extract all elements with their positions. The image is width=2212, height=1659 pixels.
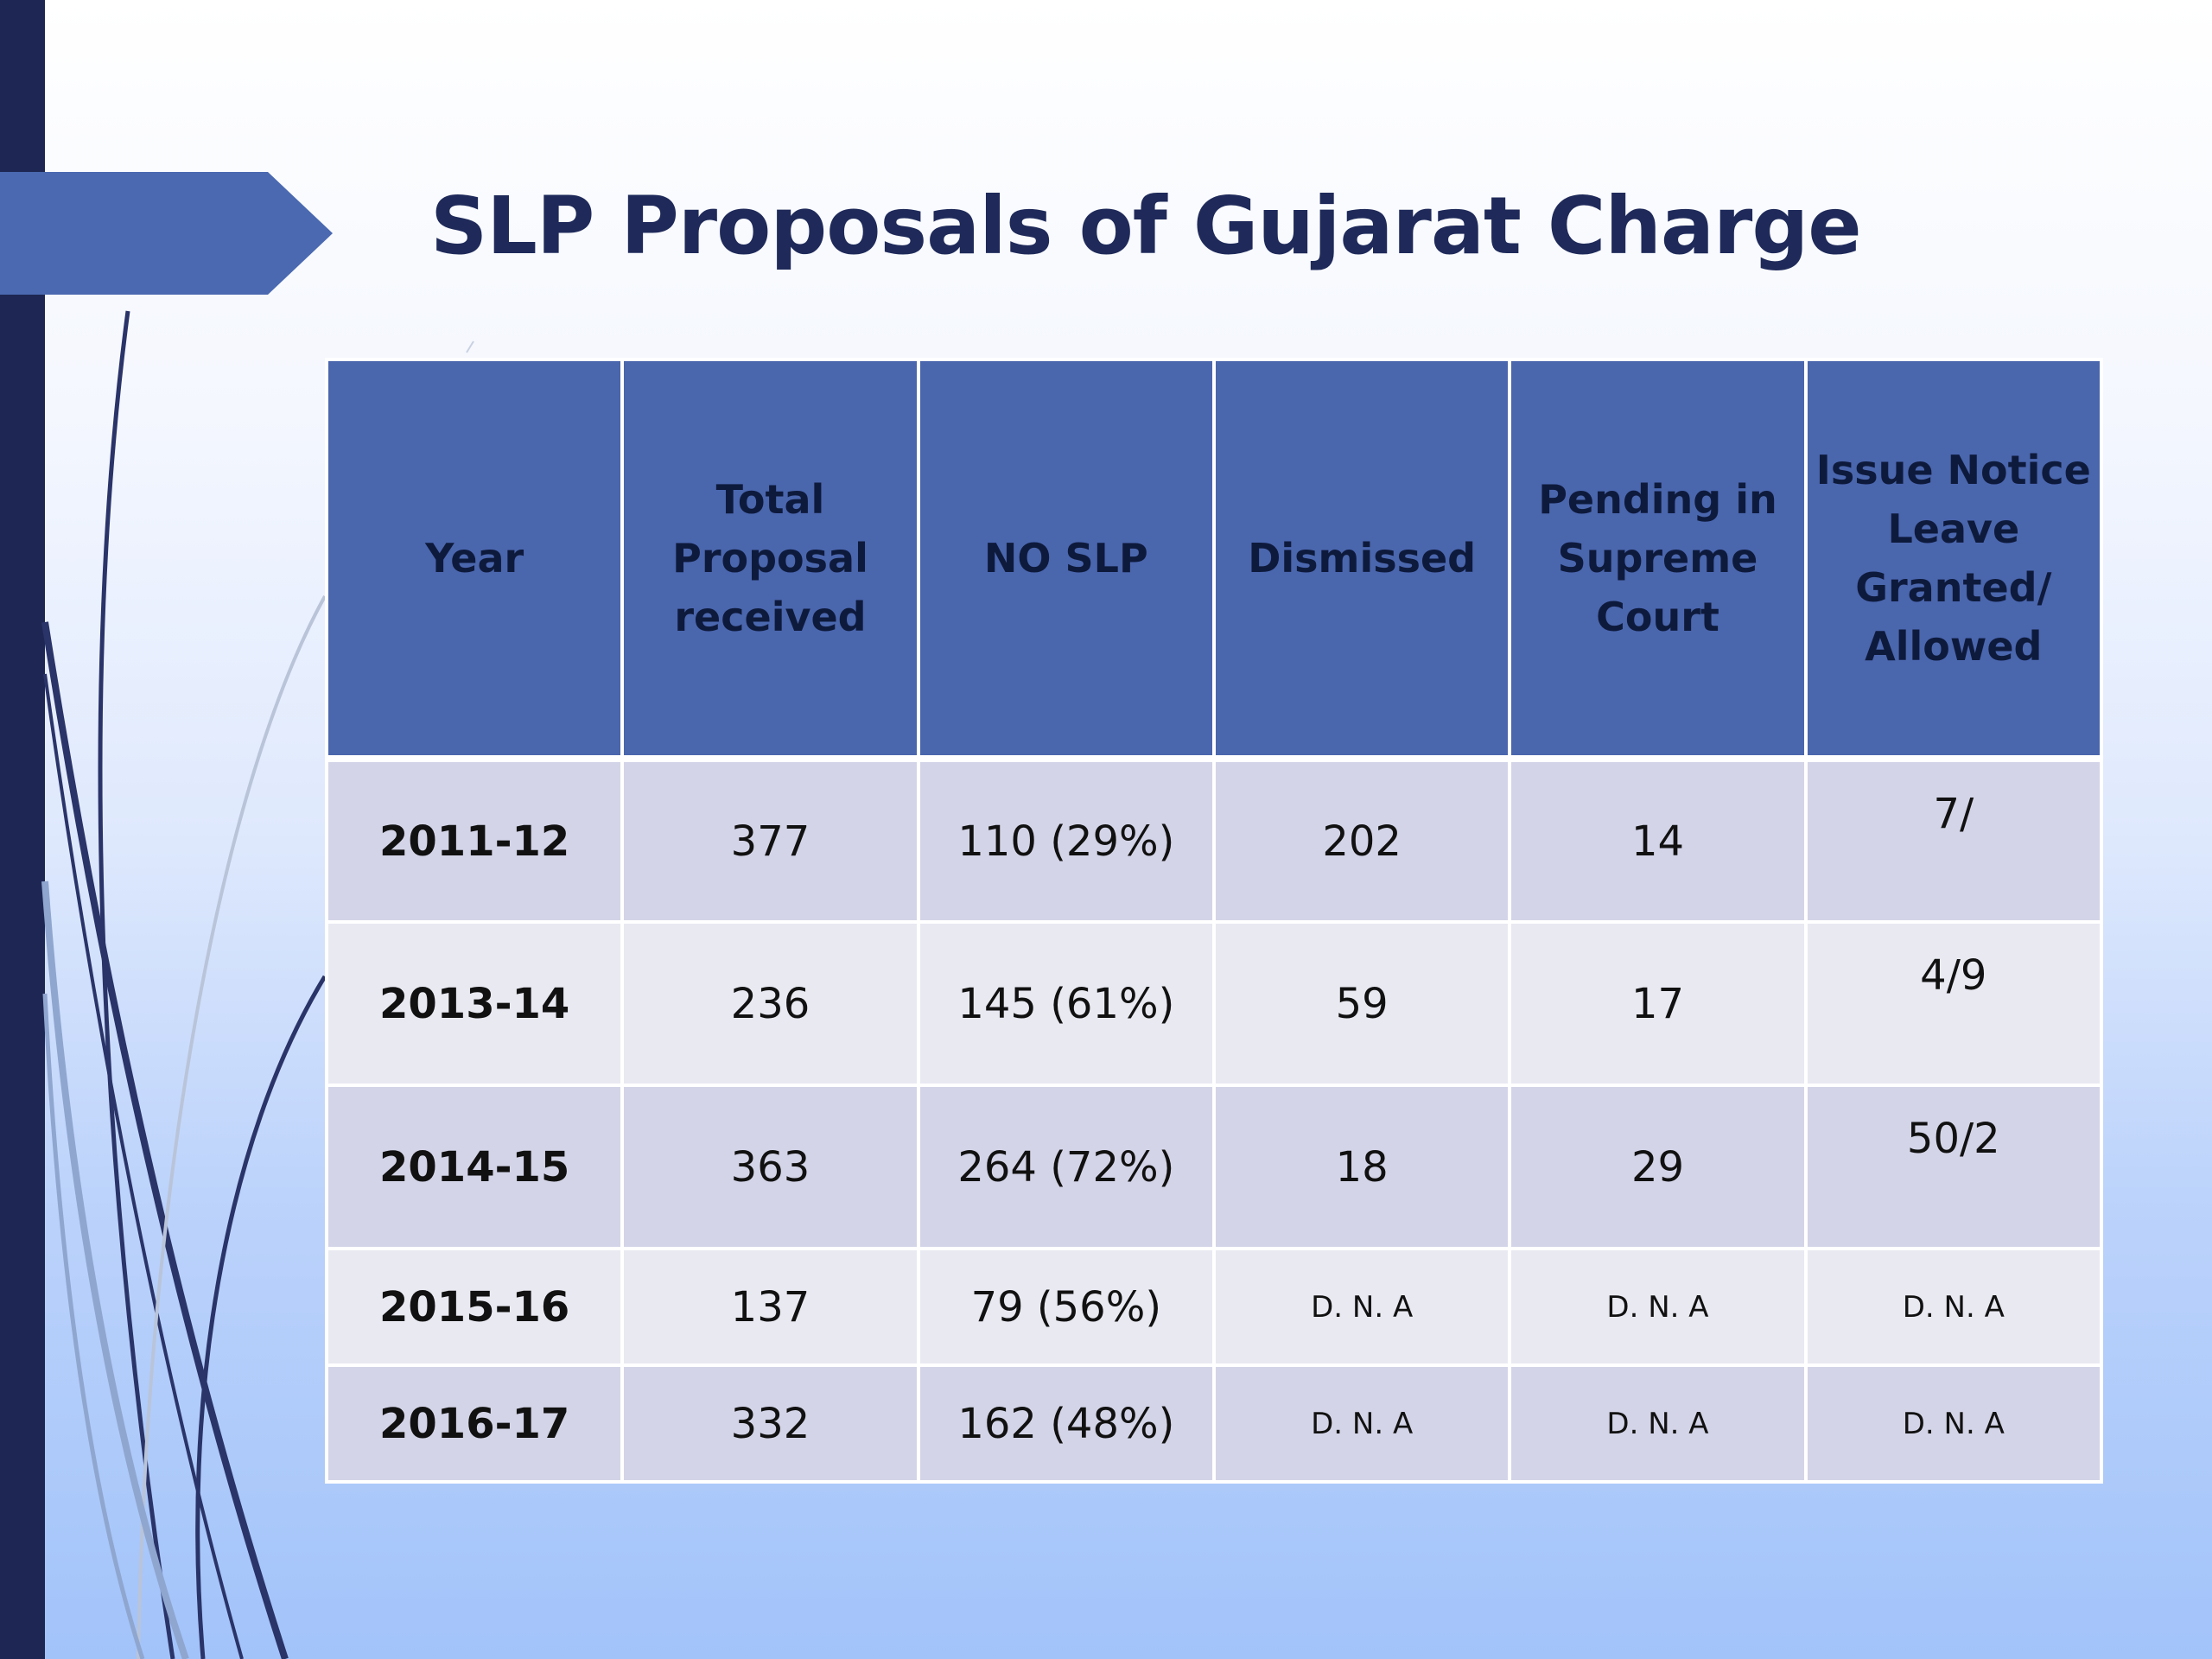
total-proposal-cell: 137 [620,1247,920,1367]
table-row: 2015-16 137 79 (56%) D. N. A D. N. A D. … [324,1247,2103,1367]
table-row: 2016-17 332 162 (48%) D. N. A D. N. A D.… [324,1363,2103,1484]
total-proposal-cell: 377 [620,757,920,924]
dismissed-cell: 18 [1211,1084,1512,1250]
year-cell: 2014-15 [324,1084,625,1250]
header-row: Year Total Proposal received NO SLP Dism… [324,358,2103,762]
no-slp-cell: 162 (48%) [916,1363,1216,1484]
header-total-proposal-received: Total Proposal received [620,358,920,762]
pending-cell: D. N. A [1508,1363,1808,1484]
table-row: 2013-14 236 145 (61%) 59 17 4/9 [324,920,2103,1087]
pending-cell: 17 [1508,920,1808,1087]
dismissed-cell: D. N. A [1211,1363,1512,1484]
dismissed-cell: D. N. A [1211,1247,1512,1367]
title-arrow-banner [0,172,333,295]
dismissed-cell: 59 [1211,920,1512,1087]
issue-notice-cell: D. N. A [1803,1363,2103,1484]
header-no-slp: NO SLP [916,358,1216,762]
pending-cell: 14 [1508,757,1808,924]
year-cell: 2011-12 [324,757,625,924]
issue-notice-cell: 50/2 [1803,1084,2103,1250]
no-slp-cell: 145 (61%) [916,920,1216,1087]
header-issue-notice-leave-granted: Issue Notice Leave Granted/ Allowed [1803,358,2103,762]
issue-notice-cell: D. N. A [1803,1247,2103,1367]
pending-cell: D. N. A [1508,1247,1808,1367]
total-proposal-cell: 236 [620,920,920,1087]
slide-title: SLP Proposals of Gujarat Charge [430,180,1862,272]
issue-notice-cell: 7/ [1803,757,2103,924]
header-pending-in-supreme-court: Pending in Supreme Court [1508,358,1808,762]
dismissed-cell: 202 [1211,757,1512,924]
table-row: 2011-12 377 110 (29%) 202 14 7/ [324,757,2103,924]
no-slp-cell: 264 (72%) [916,1084,1216,1250]
header-year: Year [324,358,625,762]
year-cell: 2013-14 [324,920,625,1087]
total-proposal-cell: 363 [620,1084,920,1250]
no-slp-cell: 79 (56%) [916,1247,1216,1367]
year-cell: 2016-17 [324,1363,625,1484]
table-row: 2014-15 363 264 (72%) 18 29 50/2 [324,1084,2103,1250]
no-slp-cell: 110 (29%) [916,757,1216,924]
total-proposal-cell: 332 [620,1363,920,1484]
header-dismissed: Dismissed [1211,358,1512,762]
year-cell: 2015-16 [324,1247,625,1367]
issue-notice-cell: 4/9 [1803,920,2103,1087]
pending-cell: 29 [1508,1084,1808,1250]
slp-proposals-table: Year Total Proposal received NO SLP Dism… [324,358,2103,1484]
